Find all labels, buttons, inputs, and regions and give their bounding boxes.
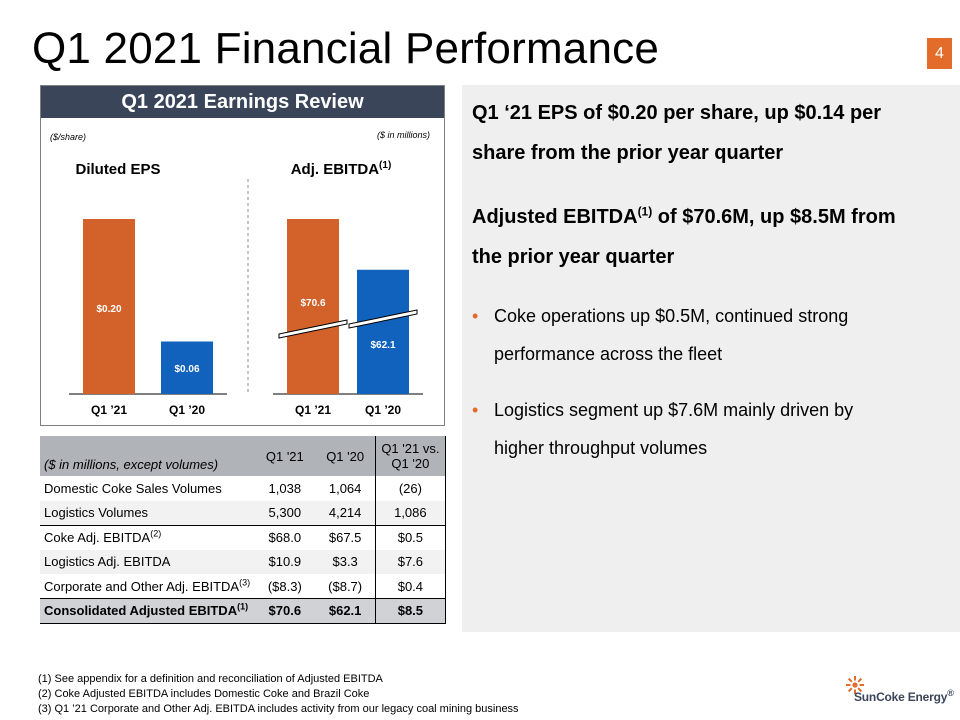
footnotes: (1) See appendix for a definition and re…: [38, 672, 519, 717]
table-row: Logistics Adj. EBITDA $10.9 $3.3 $7.6: [40, 549, 447, 574]
row-label: Coke Adj. EBITDA(2): [40, 524, 255, 550]
ebitda-axis-break-icon: [278, 319, 348, 339]
ebitda-data-label: $62.1: [370, 340, 395, 351]
ebitda-highlight: Adjusted EBITDA(1) of $70.6M, up $8.5M f…: [472, 197, 942, 277]
eps-highlight-line1: Q1 ‘21 EPS of $0.20 per share, up $0.14 …: [472, 102, 882, 124]
ebitda-data-label: $70.6: [300, 298, 325, 309]
table-row: Coke Adj. EBITDA(2) $68.0 $67.5 $0.5: [40, 524, 447, 550]
table-header-row: ($ in millions, except volumes) Q1 '21 Q…: [40, 436, 447, 476]
bullet-line2: higher throughput volumes: [494, 438, 708, 458]
variance-header-line1: Q1 '21 vs.: [381, 441, 440, 456]
bullet-dot-icon: •: [472, 306, 479, 326]
financial-summary-table: ($ in millions, except volumes) Q1 '21 Q…: [40, 436, 447, 624]
table-header-variance: Q1 '21 vs. Q1 '20: [374, 436, 447, 476]
row-q120: $67.5: [315, 524, 376, 550]
variance-header-line2: Q1 '20: [391, 456, 430, 471]
row-label: Domestic Coke Sales Volumes: [44, 480, 222, 496]
eps-bar: [161, 341, 213, 394]
row-q120: ($8.7): [328, 578, 363, 594]
table-header-q121: Q1 '21: [254, 436, 316, 476]
suncoke-logo: [846, 676, 864, 694]
row-q121: $10.9: [254, 549, 316, 574]
ebitda-unit-label: ($ in millions): [377, 130, 430, 140]
row-variance: $0.4: [374, 574, 447, 599]
bullet-line1: Logistics segment up $7.6M mainly driven…: [494, 400, 854, 420]
table-row: Logistics Volumes 5,300 4,214 1,086: [40, 500, 447, 525]
footnote-item: (1) See appendix for a definition and re…: [38, 673, 383, 685]
row-variance: $0.5: [374, 524, 447, 550]
eps-category-label: Q1 ’21: [91, 403, 127, 417]
earnings-charts: ($/share) ($ in millions) Diluted EPS Ad…: [50, 130, 430, 417]
ebitda-chart-title-text: Adj. EBITDA: [291, 161, 379, 178]
row-q120: $62.1: [315, 598, 376, 624]
eps-highlight-line2: share from the prior year quarter: [472, 142, 784, 164]
row-q120: 4,214: [315, 500, 376, 525]
highlights-panel: [462, 85, 960, 632]
row-variance: $8.5: [374, 598, 447, 624]
ebitda-bar: [287, 219, 339, 394]
row-footnote-sup: (2): [150, 528, 162, 539]
ebitda-highlight-line2: the prior year quarter: [472, 246, 675, 268]
row-q121: 5,300: [254, 500, 316, 525]
logo-wordmark: SunCoke Energy®: [854, 688, 954, 705]
bullet-item: • Coke operations up $0.5M, continued st…: [472, 297, 922, 373]
bullet-item: • Logistics segment up $7.6M mainly driv…: [472, 391, 922, 467]
eps-highlight: Q1 ‘21 EPS of $0.20 per share, up $0.14 …: [472, 93, 942, 173]
ebitda-category-label: Q1 ’21: [295, 403, 331, 417]
eps-data-label: $0.20: [96, 304, 121, 315]
row-variance: $7.6: [374, 549, 447, 574]
row-label: Logistics Adj. EBITDA: [40, 549, 255, 574]
bullet-dot-icon: •: [472, 400, 479, 420]
page-number-badge: 4: [927, 38, 952, 69]
row-variance: 1,086: [374, 500, 447, 525]
table-row: Corporate and Other Adj. EBITDA(3) ($8.3…: [40, 574, 447, 599]
earnings-review-header: Q1 2021 Earnings Review: [41, 86, 444, 118]
ebitda-bar: [357, 269, 409, 394]
eps-chart-title: Diluted EPS: [75, 161, 160, 178]
row-footnote-sup: (1): [237, 601, 249, 612]
row-label: Consolidated Adjusted EBITDA(1): [40, 598, 255, 624]
row-footnote-sup: (3): [239, 577, 251, 588]
footnote-item: (2) Coke Adjusted EBITDA includes Domest…: [38, 688, 370, 700]
table-header-q120: Q1 '20: [315, 436, 376, 476]
earnings-review-panel: Q1 2021 Earnings Review ($/share) ($ in …: [40, 85, 445, 426]
table-header-label: ($ in millions, except volumes): [40, 436, 255, 476]
ebitda-chart-title: Adj. EBITDA(1): [291, 160, 392, 178]
ebitda-chart-title-sup: (1): [379, 160, 391, 171]
eps-category-label: Q1 ’20: [169, 403, 205, 417]
table-total-row: Consolidated Adjusted EBITDA(1) $70.6 $6…: [40, 598, 447, 624]
row-label: Logistics Volumes: [40, 500, 255, 525]
sun-icon: [846, 676, 864, 694]
row-q121: ($8.3): [267, 578, 302, 594]
row-label: Corporate and Other Adj. EBITDA(3): [44, 577, 251, 594]
eps-unit-label: ($/share): [50, 132, 86, 142]
row-q120: $3.3: [315, 549, 376, 574]
ebitda-highlight-line1: Adjusted EBITDA(1) of $70.6M, up $8.5M f…: [472, 204, 896, 228]
row-q120: 1,064: [328, 480, 362, 496]
bullet-line1: Coke operations up $0.5M, continued stro…: [494, 306, 849, 326]
eps-data-label: $0.06: [174, 364, 199, 375]
row-q121: $68.0: [254, 524, 316, 550]
row-q121: $70.6: [254, 598, 316, 624]
table-row: Domestic Coke Sales Volumes 1,038 1,064 …: [40, 476, 447, 501]
row-q121: 1,038: [268, 480, 302, 496]
ebitda-axis-break-icon: [348, 309, 418, 329]
slide-title: Q1 2021 Financial Performance: [32, 24, 660, 73]
row-variance: (26): [374, 476, 447, 501]
footnote-item: (3) Q1 ’21 Corporate and Other Adj. EBIT…: [38, 703, 519, 715]
bullet-line2: performance across the fleet: [494, 344, 723, 364]
ebitda-category-label: Q1 ’20: [365, 403, 401, 417]
eps-bar: [83, 219, 135, 394]
